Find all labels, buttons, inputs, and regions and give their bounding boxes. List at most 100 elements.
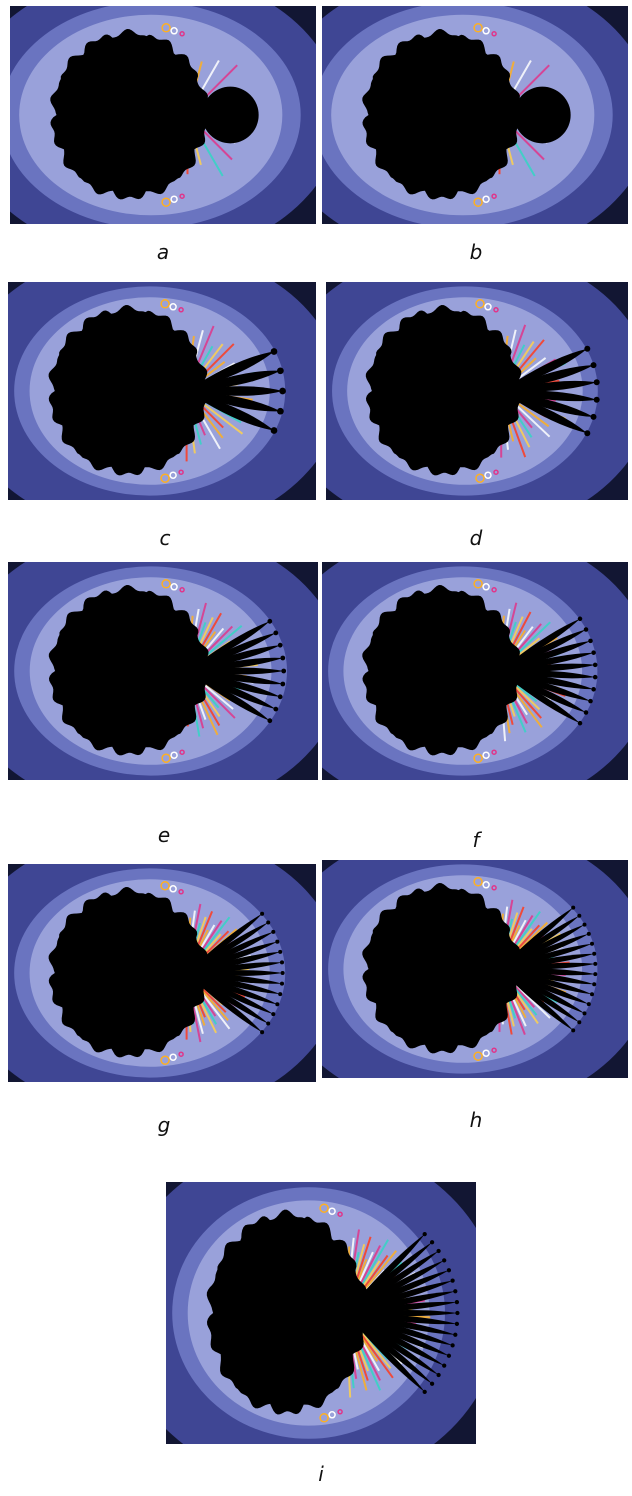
panel-label-g: g: [157, 1113, 171, 1137]
petal: [186, 962, 282, 973]
petal: [501, 348, 588, 391]
fractal-image-a: [10, 6, 316, 224]
petal: [499, 969, 574, 1031]
petal-tip: [588, 638, 593, 644]
spiral-decorations: [473, 23, 497, 207]
petal-tip: [577, 1020, 582, 1025]
spiral-decorations: [161, 23, 185, 207]
petal: [499, 670, 596, 679]
panel-label-f: f: [472, 828, 480, 852]
petal: [345, 1270, 449, 1313]
petal: [186, 973, 278, 1005]
petal-tip: [260, 911, 265, 916]
petal: [499, 969, 580, 1023]
petal-tip: [271, 1012, 276, 1017]
petal-tip: [422, 1231, 427, 1237]
panel-label-d: d: [469, 526, 483, 550]
fractal-panel-f: [322, 562, 628, 780]
petal: [499, 953, 595, 969]
petal-tip: [277, 407, 284, 415]
petal: [499, 924, 585, 969]
petal-tip: [582, 1011, 587, 1016]
petal-tip: [583, 627, 589, 632]
petal: [186, 931, 274, 973]
petal: [187, 632, 276, 671]
petal: [345, 1313, 449, 1356]
petal: [501, 391, 588, 434]
petal: [499, 671, 580, 724]
petal: [499, 671, 586, 713]
fractal-panel-h: [322, 860, 628, 1078]
petal-tip: [590, 941, 594, 946]
petal-tip: [591, 650, 596, 655]
petal-tip: [279, 981, 285, 986]
petal: [186, 922, 269, 973]
petal-tip: [455, 1310, 460, 1316]
fractal-panel-c: [8, 282, 316, 500]
petal: [345, 1313, 457, 1325]
set-body: [362, 585, 598, 756]
petal: [345, 1234, 425, 1313]
petal-tip: [281, 668, 287, 674]
petal: [186, 973, 282, 984]
petal: [499, 915, 580, 969]
petal: [186, 973, 269, 1024]
petal: [499, 969, 595, 985]
petal-tip: [271, 929, 276, 934]
petal-tip: [590, 362, 597, 369]
petal: [186, 391, 274, 431]
panel-label-i: i: [318, 1462, 324, 1486]
petal: [345, 1251, 439, 1313]
petal: [501, 365, 594, 391]
petal: [499, 962, 596, 970]
fractal-panel-e: [8, 562, 318, 780]
petal: [499, 969, 585, 1014]
fractal-panel-a: [10, 6, 316, 224]
fractal-image-f: [322, 562, 628, 780]
petal-tip: [571, 1028, 576, 1033]
petal-tip: [586, 931, 591, 936]
petal: [345, 1291, 456, 1313]
set-body: [206, 1209, 460, 1415]
petal: [345, 1242, 433, 1313]
petal-tip: [280, 655, 286, 661]
petal: [499, 969, 592, 995]
set-body: [48, 305, 286, 476]
petal: [499, 907, 574, 969]
petal: [187, 645, 281, 671]
petal-tip: [593, 972, 598, 977]
fractal-panel-d: [326, 282, 628, 500]
fractal-panel-g: [8, 864, 316, 1082]
panel-label-c: c: [159, 526, 171, 550]
petal-tip: [273, 630, 279, 636]
petal-tip: [266, 1021, 271, 1026]
petal: [499, 671, 594, 690]
spiral-decorations: [473, 579, 497, 763]
fractal-image-e: [8, 562, 318, 780]
petal-tip: [454, 1321, 460, 1327]
petal: [499, 968, 596, 976]
petal-tip: [450, 1343, 455, 1348]
petal: [501, 390, 597, 402]
petal-tip: [450, 1278, 455, 1283]
petal: [186, 913, 263, 973]
petal: [187, 621, 270, 671]
petal-tip: [592, 662, 598, 668]
spiral-decorations: [473, 877, 497, 1061]
petal-tip: [270, 348, 278, 355]
petal-tip: [267, 718, 273, 724]
petal-tip: [454, 1299, 460, 1305]
petal-tip: [267, 618, 273, 624]
fractal-panel-i: [166, 1182, 476, 1444]
petal-tip: [442, 1258, 447, 1263]
fractal-image-g: [8, 864, 316, 1082]
spiral-decorations: [475, 299, 499, 483]
petal-tip: [429, 1240, 435, 1245]
petal: [345, 1313, 445, 1366]
petal: [499, 933, 589, 969]
petal: [186, 973, 281, 995]
petal: [499, 671, 591, 702]
petal: [186, 370, 281, 391]
petal-tip: [277, 367, 284, 375]
petal: [345, 1313, 433, 1384]
